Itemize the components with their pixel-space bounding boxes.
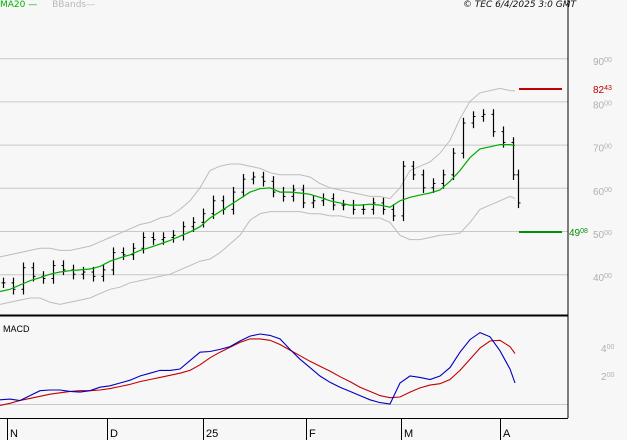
- support-resistance-lines: [519, 88, 562, 233]
- bollinger-bands: [0, 87, 516, 305]
- macd-lines: [0, 331, 516, 406]
- x-label-N: N: [10, 428, 18, 440]
- x-axis-labels: N D 25 F M A: [7, 418, 511, 440]
- copyright-timestamp: © TEC 6/4/2025 3:0 GMT: [462, 0, 576, 10]
- legend-bbands: BBands—: [52, 0, 96, 10]
- legend-ma20-label: MA20: [0, 0, 26, 10]
- resistance-label: 8243: [593, 85, 612, 96]
- macd-tick-400: 400: [601, 344, 614, 355]
- macd-tick-200: 200: [601, 372, 614, 383]
- support-label: 4908: [569, 228, 588, 239]
- chart-frame: [0, 0, 569, 419]
- y-tick-5000: 5000: [593, 230, 612, 241]
- x-label-A: A: [503, 428, 511, 440]
- x-label-25: 25: [206, 428, 218, 440]
- ma20-line: [0, 144, 516, 293]
- y-axis-labels: 9000 8000 7000 6000 5000 4000 8243 4908 400 200: [569, 57, 614, 383]
- price-gridlines: [0, 58, 568, 405]
- y-tick-6000: 6000: [593, 187, 612, 198]
- macd-title: MACD: [3, 324, 30, 334]
- y-tick-8000: 8000: [593, 100, 612, 111]
- x-label-D: D: [110, 428, 118, 440]
- legend-ma20: MA20 —: [0, 0, 38, 10]
- y-tick-9000: 9000: [593, 57, 612, 68]
- y-tick-7000: 7000: [593, 144, 612, 155]
- price-bars: [1, 109, 521, 295]
- x-label-F: F: [309, 428, 316, 440]
- chart-legend: MA20 — BBands—: [0, 0, 95, 11]
- y-tick-4000: 4000: [593, 273, 612, 284]
- legend-bbands-label: BBands: [52, 0, 87, 10]
- x-label-M: M: [404, 428, 413, 440]
